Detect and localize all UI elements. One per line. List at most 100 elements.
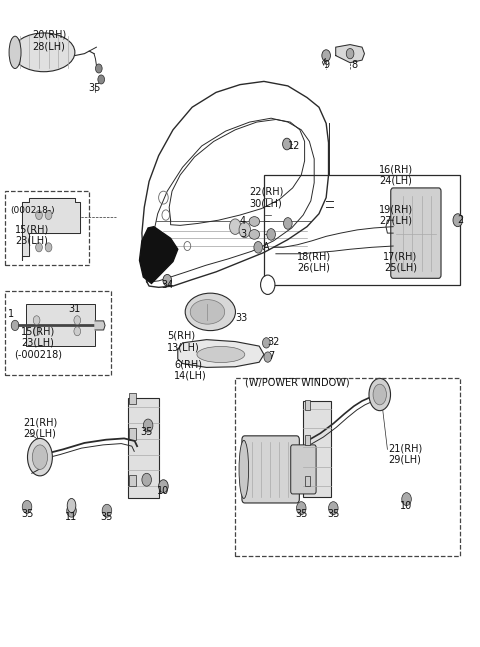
Ellipse shape [249,217,260,226]
Circle shape [45,243,52,252]
Circle shape [346,49,354,59]
Text: 21(RH)
29(LH): 21(RH) 29(LH) [24,417,58,439]
Ellipse shape [67,498,76,512]
Circle shape [328,501,338,514]
Text: 33: 33 [235,313,248,324]
Text: 35: 35 [21,509,33,519]
Circle shape [11,320,19,331]
Text: 21(RH)
29(LH): 21(RH) 29(LH) [388,443,422,465]
Ellipse shape [369,378,391,411]
Text: 6(RH)
14(LH): 6(RH) 14(LH) [174,359,207,381]
Ellipse shape [12,33,75,72]
Ellipse shape [197,346,245,362]
FancyBboxPatch shape [305,400,311,410]
Circle shape [263,338,270,348]
Text: 18(RH)
26(LH): 18(RH) 26(LH) [297,252,331,273]
FancyBboxPatch shape [303,401,331,496]
FancyBboxPatch shape [25,304,95,346]
Polygon shape [178,340,264,367]
Text: 35: 35 [327,509,339,519]
Text: (W/POWER WINDOW): (W/POWER WINDOW) [245,378,349,388]
Text: 7: 7 [268,351,274,361]
Circle shape [67,504,76,517]
Circle shape [267,228,276,240]
Circle shape [158,479,168,492]
Text: 2: 2 [457,215,463,225]
Circle shape [283,138,291,150]
Circle shape [22,500,32,513]
Circle shape [264,352,272,362]
Circle shape [36,210,42,219]
FancyBboxPatch shape [391,188,441,278]
Text: 20(RH)
28(LH): 20(RH) 28(LH) [32,30,66,52]
Circle shape [142,474,152,486]
FancyBboxPatch shape [242,436,300,503]
Text: 5(RH)
13(LH): 5(RH) 13(LH) [167,331,200,353]
Bar [5,191,89,265]
FancyBboxPatch shape [129,474,136,486]
Text: 4: 4 [240,217,246,226]
Circle shape [254,241,263,253]
Text: 9: 9 [323,60,329,71]
Polygon shape [336,45,364,63]
Circle shape [229,219,241,234]
Text: 35: 35 [88,83,100,93]
Circle shape [74,327,81,336]
Text: 8: 8 [352,60,358,71]
Text: 16(RH)
24(LH): 16(RH) 24(LH) [379,164,413,186]
FancyBboxPatch shape [305,476,311,486]
Text: (000218-): (000218-) [10,206,55,215]
Ellipse shape [190,300,225,324]
Circle shape [33,327,40,336]
FancyBboxPatch shape [291,445,316,494]
Circle shape [102,504,112,517]
Polygon shape [140,226,178,283]
Text: 22(RH)
30(LH): 22(RH) 30(LH) [250,187,284,208]
Text: 12: 12 [288,141,300,151]
Ellipse shape [9,36,21,69]
Ellipse shape [239,441,249,498]
Circle shape [33,316,40,325]
Bar [235,378,460,556]
FancyBboxPatch shape [128,398,158,498]
Text: 17(RH)
25(LH): 17(RH) 25(LH) [383,252,418,273]
Text: 11: 11 [65,512,78,522]
Polygon shape [22,197,80,260]
Text: 35: 35 [101,512,113,522]
Circle shape [45,210,52,219]
Circle shape [402,492,411,505]
Text: 31: 31 [69,303,81,314]
Circle shape [144,419,153,432]
FancyBboxPatch shape [129,428,136,440]
Text: 32: 32 [268,336,280,347]
Ellipse shape [185,293,236,331]
Polygon shape [95,321,105,330]
Text: 10: 10 [400,501,413,510]
Ellipse shape [27,439,52,476]
Text: 15(RH)
23(LH)
(-000218): 15(RH) 23(LH) (-000218) [14,326,62,360]
FancyBboxPatch shape [129,393,136,404]
Ellipse shape [249,230,260,239]
Text: 1: 1 [8,309,14,319]
Ellipse shape [32,445,48,470]
Bar [264,175,460,285]
Text: A: A [263,243,270,252]
Circle shape [98,75,105,84]
Circle shape [261,275,275,294]
Circle shape [96,64,102,73]
Text: 15(RH)
23(LH): 15(RH) 23(LH) [15,225,49,246]
Circle shape [284,217,292,229]
Circle shape [163,274,171,286]
Text: 35: 35 [295,509,308,519]
Circle shape [453,214,463,226]
Bar [5,291,111,375]
Circle shape [239,222,251,237]
Circle shape [74,316,81,325]
Text: 10: 10 [157,487,169,496]
Text: 34: 34 [161,280,173,290]
Text: 19(RH)
27(LH): 19(RH) 27(LH) [379,204,413,226]
Text: 35: 35 [141,427,153,437]
Text: 3: 3 [240,230,246,239]
Ellipse shape [373,384,386,405]
Circle shape [36,243,42,252]
